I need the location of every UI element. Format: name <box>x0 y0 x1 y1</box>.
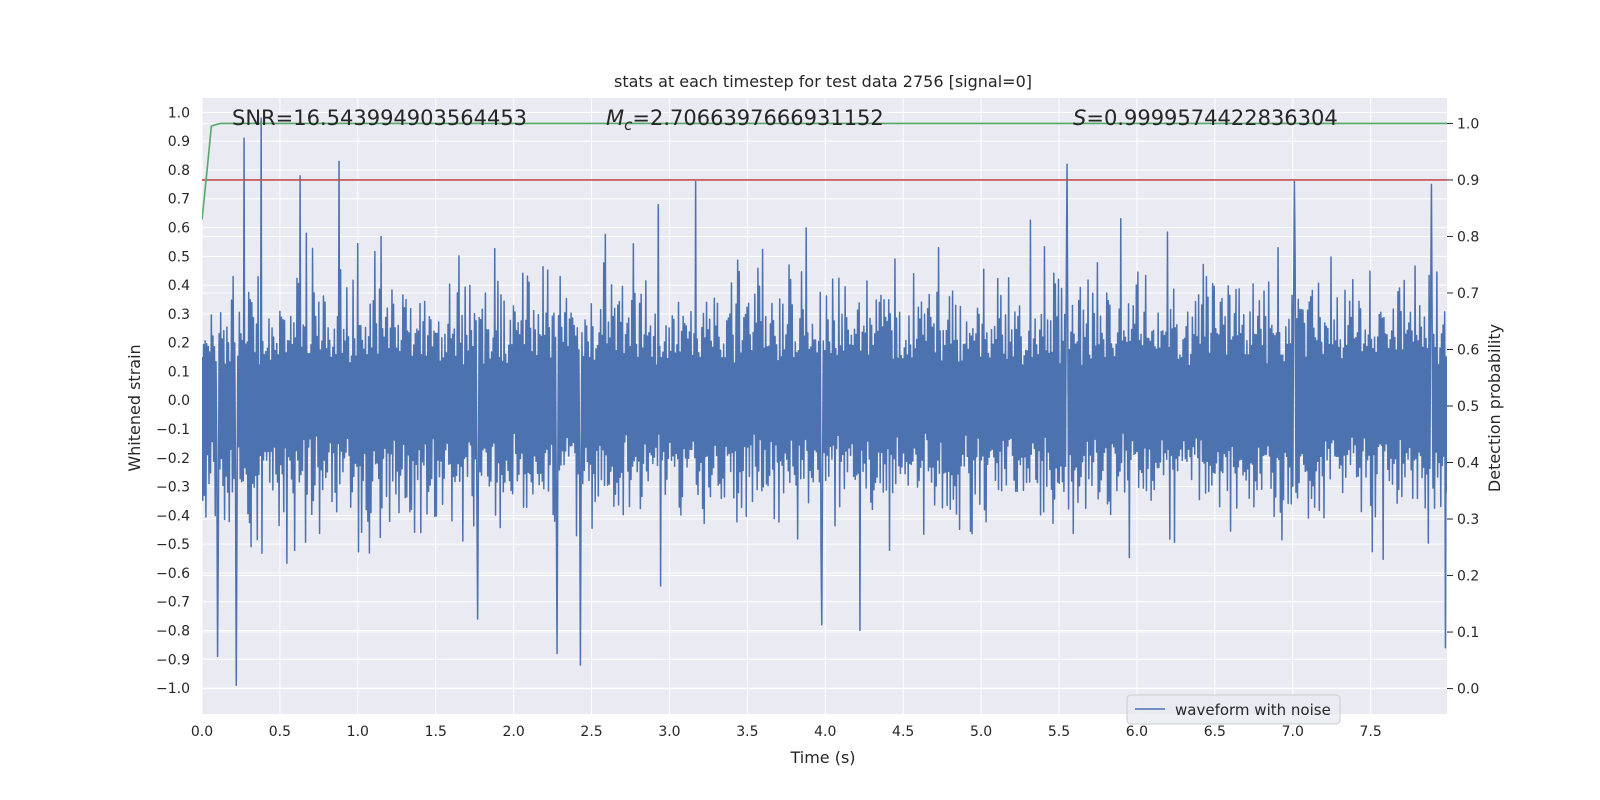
y-tick-label: −0.2 <box>156 451 190 467</box>
y-tick-label: −1.0 <box>156 681 190 697</box>
x-tick-label: 3.0 <box>658 724 680 740</box>
y-tick-label: 0.5 <box>168 249 190 265</box>
x-tick-label: 4.5 <box>892 724 914 740</box>
x-tick-label: 3.5 <box>736 724 758 740</box>
y2-tick-label: 0.6 <box>1457 342 1479 358</box>
x-tick-label: 5.0 <box>970 724 992 740</box>
y-tick-label: −0.3 <box>156 480 190 496</box>
y2-tick-label: 1.0 <box>1457 116 1479 132</box>
y-tick-label: 0.0 <box>168 393 190 409</box>
x-tick-label: 6.5 <box>1204 724 1226 740</box>
x-tick-label: 5.5 <box>1048 724 1070 740</box>
legend-label: waveform with noise <box>1175 701 1331 719</box>
y2-tick-label: 0.0 <box>1457 682 1479 698</box>
y-axis-label: Whitened strain <box>125 344 144 471</box>
y2-tick-label: 0.4 <box>1457 456 1479 472</box>
y-tick-label: 0.7 <box>168 192 190 208</box>
chirp-mass-annotation: Mc=2.7066397666931152 <box>606 106 884 134</box>
probability-series <box>202 122 1447 220</box>
y-tick-label: −0.5 <box>156 537 190 553</box>
waveform-line <box>202 117 1447 686</box>
y-tick-label: 0.4 <box>168 278 190 294</box>
waveform-series <box>202 117 1447 686</box>
y-tick-label: −0.1 <box>156 422 190 438</box>
y-tick-label: −0.6 <box>156 566 190 582</box>
y2-tick-label: 0.2 <box>1457 569 1479 585</box>
y-tick-label: −0.7 <box>156 595 190 611</box>
y2-tick-label: 0.5 <box>1457 399 1479 415</box>
y-tick-label: −0.8 <box>156 624 190 640</box>
y-tick-label: 1.0 <box>168 105 190 121</box>
y-tick-label: 0.8 <box>168 163 190 179</box>
y-tick-label: 0.1 <box>168 364 190 380</box>
y-tick-label: 0.3 <box>168 307 190 323</box>
legend: waveform with noise <box>1126 694 1341 725</box>
y-tick-label: 0.6 <box>168 221 190 237</box>
x-tick-label: 0.0 <box>191 724 213 740</box>
x-tick-label: 2.5 <box>580 724 602 740</box>
y2-tick-label: 0.8 <box>1457 229 1479 245</box>
y2-tick-label: 0.1 <box>1457 625 1479 641</box>
y2-tick-label: 0.7 <box>1457 286 1479 302</box>
x-tick-label: 2.0 <box>503 724 525 740</box>
snr-annotation: SNR=16.543994903564453 <box>232 106 527 130</box>
x-tick-label: 7.0 <box>1282 724 1304 740</box>
legend-box <box>1126 694 1341 725</box>
x-tick-label: 1.5 <box>425 724 447 740</box>
score-annotation: S=0.9999574422836304 <box>1073 106 1338 130</box>
y2-tick-label: 0.9 <box>1457 173 1479 189</box>
x-tick-label: 0.5 <box>269 724 291 740</box>
y-tick-label: 0.2 <box>168 336 190 352</box>
x-tick-label: 7.5 <box>1360 724 1382 740</box>
y2-tick-label: 0.3 <box>1457 512 1479 528</box>
y-tick-label: 0.9 <box>168 134 190 150</box>
chart-title: stats at each timestep for test data 275… <box>614 72 1032 91</box>
y-tick-label: −0.9 <box>156 652 190 668</box>
y-tick-label: −0.4 <box>156 508 190 524</box>
detection-probability-line <box>202 122 1447 220</box>
y2-axis-label: Detection probability <box>1485 324 1504 492</box>
axis-ticks: 0.0 0.5 1.0 1.5 2.0 2.5 3.0 3.5 4.0 4.5 5.0 5.5 6.0 6… <box>156 105 1479 740</box>
x-axis-label: Time (s) <box>789 748 855 767</box>
x-tick-label: 4.0 <box>814 724 836 740</box>
x-tick-label: 6.0 <box>1126 724 1148 740</box>
x-tick-label: 1.0 <box>347 724 369 740</box>
